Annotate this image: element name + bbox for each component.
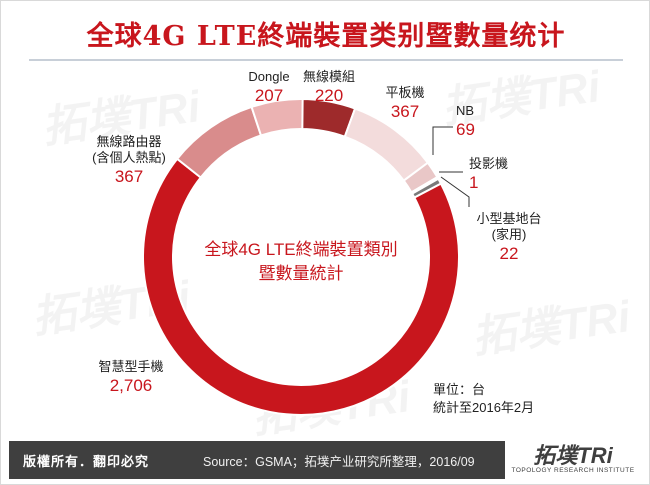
slice-value: 220 <box>315 86 343 105</box>
donut-slice <box>250 98 304 137</box>
slice-label: Dongle <box>248 69 289 84</box>
slice-label: 智慧型手機 <box>98 359 163 374</box>
leader-line <box>440 176 470 207</box>
slice-value: 207 <box>255 86 283 105</box>
slice-label: 小型基地台 <box>476 211 541 226</box>
slice-label: NB <box>456 103 474 118</box>
slice-label: 無線路由器 <box>96 134 161 149</box>
slice-value: 22 <box>500 244 519 263</box>
slice-label: 平板機 <box>385 85 424 100</box>
footer-bar: 版權所有．翻印必究 Source：GSMA；拓墣产业研究所整理，2016/09 … <box>9 441 641 479</box>
leader-line <box>432 126 453 155</box>
chart-title: 全球4G LTE終端裝置类别暨數量统计 <box>86 20 566 52</box>
donut-slice <box>175 105 263 179</box>
slice-value: 367 <box>115 167 143 186</box>
slice-value: 69 <box>456 120 475 139</box>
slice-label: 無線模組 <box>303 69 355 84</box>
donut-slice <box>142 157 460 416</box>
slice-label: (家用) <box>492 227 527 242</box>
slice-value: 367 <box>391 102 419 121</box>
copyright-notice: 版權所有．翻印必究 <box>23 453 150 469</box>
slice-value: 2,706 <box>110 376 153 395</box>
title-bar: 全球4G LTE終端裝置类别暨數量统计 <box>29 7 623 61</box>
center-label-line2: 暨數量統計 <box>259 264 344 283</box>
slice-label: (含個人熱點) <box>92 150 166 165</box>
center-label-line1: 全球4G LTE終端裝置類別 <box>204 240 397 259</box>
date-note: 統計至2016年2月 <box>433 400 534 415</box>
logo-text: 拓墣TRi <box>533 443 613 468</box>
slice-label: 投影機 <box>469 156 508 171</box>
donut-chart: 無線模組 220 平板機 367 NB 69 投影機 1 小型基地台(家用) 22 智慧型手機 2,7… <box>92 69 542 416</box>
source-note: Source：GSMA；拓墣产业研究所整理，2016/09 <box>203 454 475 469</box>
logo-subtitle: TOPOLOGY RESEARCH INSTITUTE <box>511 467 635 474</box>
logo: 拓墣TRi TOPOLOGY RESEARCH INSTITUTE <box>505 441 641 479</box>
unit-note: 單位：台 <box>433 382 485 397</box>
slice-value: 1 <box>469 173 478 192</box>
